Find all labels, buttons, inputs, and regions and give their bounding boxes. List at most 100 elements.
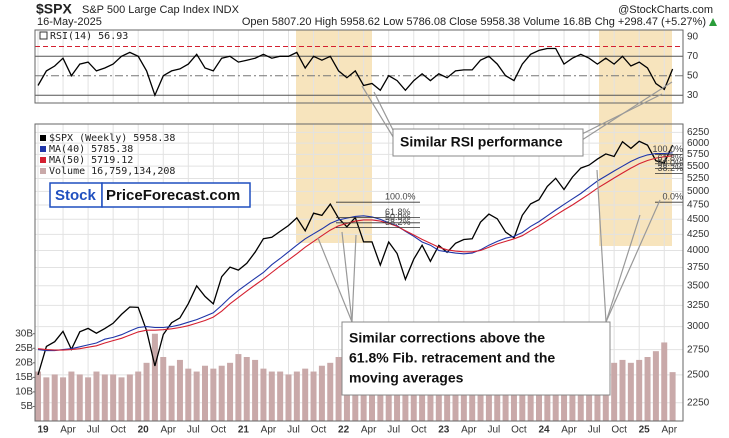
y-tick-label: 3250: [687, 300, 710, 311]
x-tick-label: Apr: [661, 425, 677, 436]
legend-swatch: [40, 135, 46, 141]
legend-label: RSI(14) 56.93: [50, 31, 128, 42]
volume-bar: [243, 357, 250, 421]
callout-text: Similar corrections above the: [349, 330, 545, 346]
fib-label: 38.2%: [657, 163, 683, 173]
volume-bar: [135, 371, 142, 421]
y-tick-label: 5500: [687, 161, 710, 172]
x-tick-label: Jul: [187, 425, 200, 436]
x-tick-label: Oct: [611, 425, 627, 436]
volume-bar: [485, 371, 492, 421]
volume-bar: [661, 342, 668, 421]
volume-bar: [85, 377, 92, 421]
legend-label: MA(50) 5719.12: [49, 155, 133, 166]
y-tick-label: 4250: [687, 229, 710, 240]
volume-bar: [101, 374, 108, 421]
volume-bar: [43, 377, 50, 421]
callout-text: Similar RSI performance: [400, 134, 563, 150]
x-tick-label: Oct: [411, 425, 427, 436]
index-name: S&P 500 Large Cap Index INDX: [82, 4, 240, 16]
volume-bar: [327, 362, 334, 421]
volume-bar: [277, 371, 284, 421]
volume-bar: [176, 359, 183, 421]
watermark-site: PriceForecast.com: [106, 187, 240, 204]
x-tick-label: 20: [138, 425, 150, 436]
x-tick-label: Apr: [361, 425, 377, 436]
volume-bar: [460, 371, 467, 421]
volume-bar: [636, 359, 643, 421]
legend-label: Volume 16,759,134,208: [49, 166, 175, 177]
volume-bar: [302, 368, 309, 421]
volume-bar: [335, 357, 342, 421]
y-tick-label: 30B: [15, 328, 33, 339]
x-tick-label: 21: [238, 425, 250, 436]
y-tick-label: 5B: [21, 401, 34, 412]
y-tick-label: 2750: [687, 344, 710, 355]
x-tick-label: 25: [639, 425, 651, 436]
x-tick-label: Apr: [561, 425, 577, 436]
series-line: [37, 47, 674, 98]
x-tick-label: 24: [538, 425, 550, 436]
volume-bar: [60, 377, 67, 421]
x-tick-label: Jul: [488, 425, 501, 436]
x-tick-label: Apr: [261, 425, 277, 436]
volume-bar: [285, 374, 292, 421]
legend-label: $SPX (Weekly) 5958.38: [49, 133, 175, 144]
date: 16-May-2025: [37, 16, 102, 28]
y-tick-label: 5750: [687, 149, 710, 160]
y-tick-label: 3500: [687, 280, 710, 291]
volume-bar: [210, 368, 217, 421]
volume-bar: [235, 354, 242, 421]
source: @StockCharts.com: [618, 4, 713, 16]
y-tick-label: 4500: [687, 214, 710, 225]
volume-bar: [202, 365, 208, 421]
fib-label: 38.2%: [385, 217, 411, 227]
fib-label: 100.0%: [385, 192, 416, 202]
up-arrow: [709, 18, 717, 26]
legend-swatch: [39, 31, 48, 40]
x-tick-label: 19: [37, 425, 49, 436]
fib-label: 61.8%: [657, 153, 683, 163]
x-tick-label: Jul: [588, 425, 601, 436]
y-tick-label: 3000: [687, 321, 710, 332]
x-tick-label: Apr: [160, 425, 176, 436]
volume-bar: [519, 371, 526, 421]
volume-bar: [35, 371, 41, 421]
legend-label: MA(40) 5785.38: [49, 144, 133, 155]
y-tick-label: 20B: [15, 357, 33, 368]
fib-label: 50.0%: [657, 158, 683, 168]
y-tick-label: 30: [687, 90, 699, 101]
symbol: $SPX: [36, 1, 72, 17]
x-tick-label: Jul: [387, 425, 400, 436]
volume-bar: [268, 371, 275, 421]
y-tick-label: 90: [687, 31, 699, 42]
series-line: [37, 152, 673, 352]
volume-bar: [160, 357, 167, 421]
x-tick-label: Oct: [211, 425, 227, 436]
fib-label: 0.0%: [662, 192, 683, 202]
y-tick-label: 15B: [15, 372, 33, 383]
watermark-box: [49, 182, 103, 208]
volume-bar: [76, 374, 83, 421]
fib-label: 100.0%: [652, 144, 683, 154]
y-tick-label: 3750: [687, 262, 710, 273]
highlight-zone: [296, 30, 372, 243]
y-tick-label: 25B: [15, 343, 33, 354]
y-tick-label: 2500: [687, 369, 710, 380]
volume-bar: [193, 371, 200, 421]
volume-bar: [494, 371, 501, 421]
legend-swatch: [40, 146, 46, 152]
x-tick-label: Oct: [311, 425, 327, 436]
y-tick-label: 4000: [687, 245, 710, 256]
volume-bar: [644, 357, 651, 421]
volume-bar: [126, 374, 133, 421]
y-tick-label: 4750: [687, 200, 710, 211]
y-tick-label: 10B: [15, 387, 33, 398]
volume-bar: [318, 365, 325, 421]
x-tick-label: Oct: [110, 425, 126, 436]
volume-bar: [118, 377, 125, 421]
volume-bar: [168, 365, 175, 421]
watermark-box: [101, 182, 251, 208]
x-tick-label: Jul: [287, 425, 300, 436]
